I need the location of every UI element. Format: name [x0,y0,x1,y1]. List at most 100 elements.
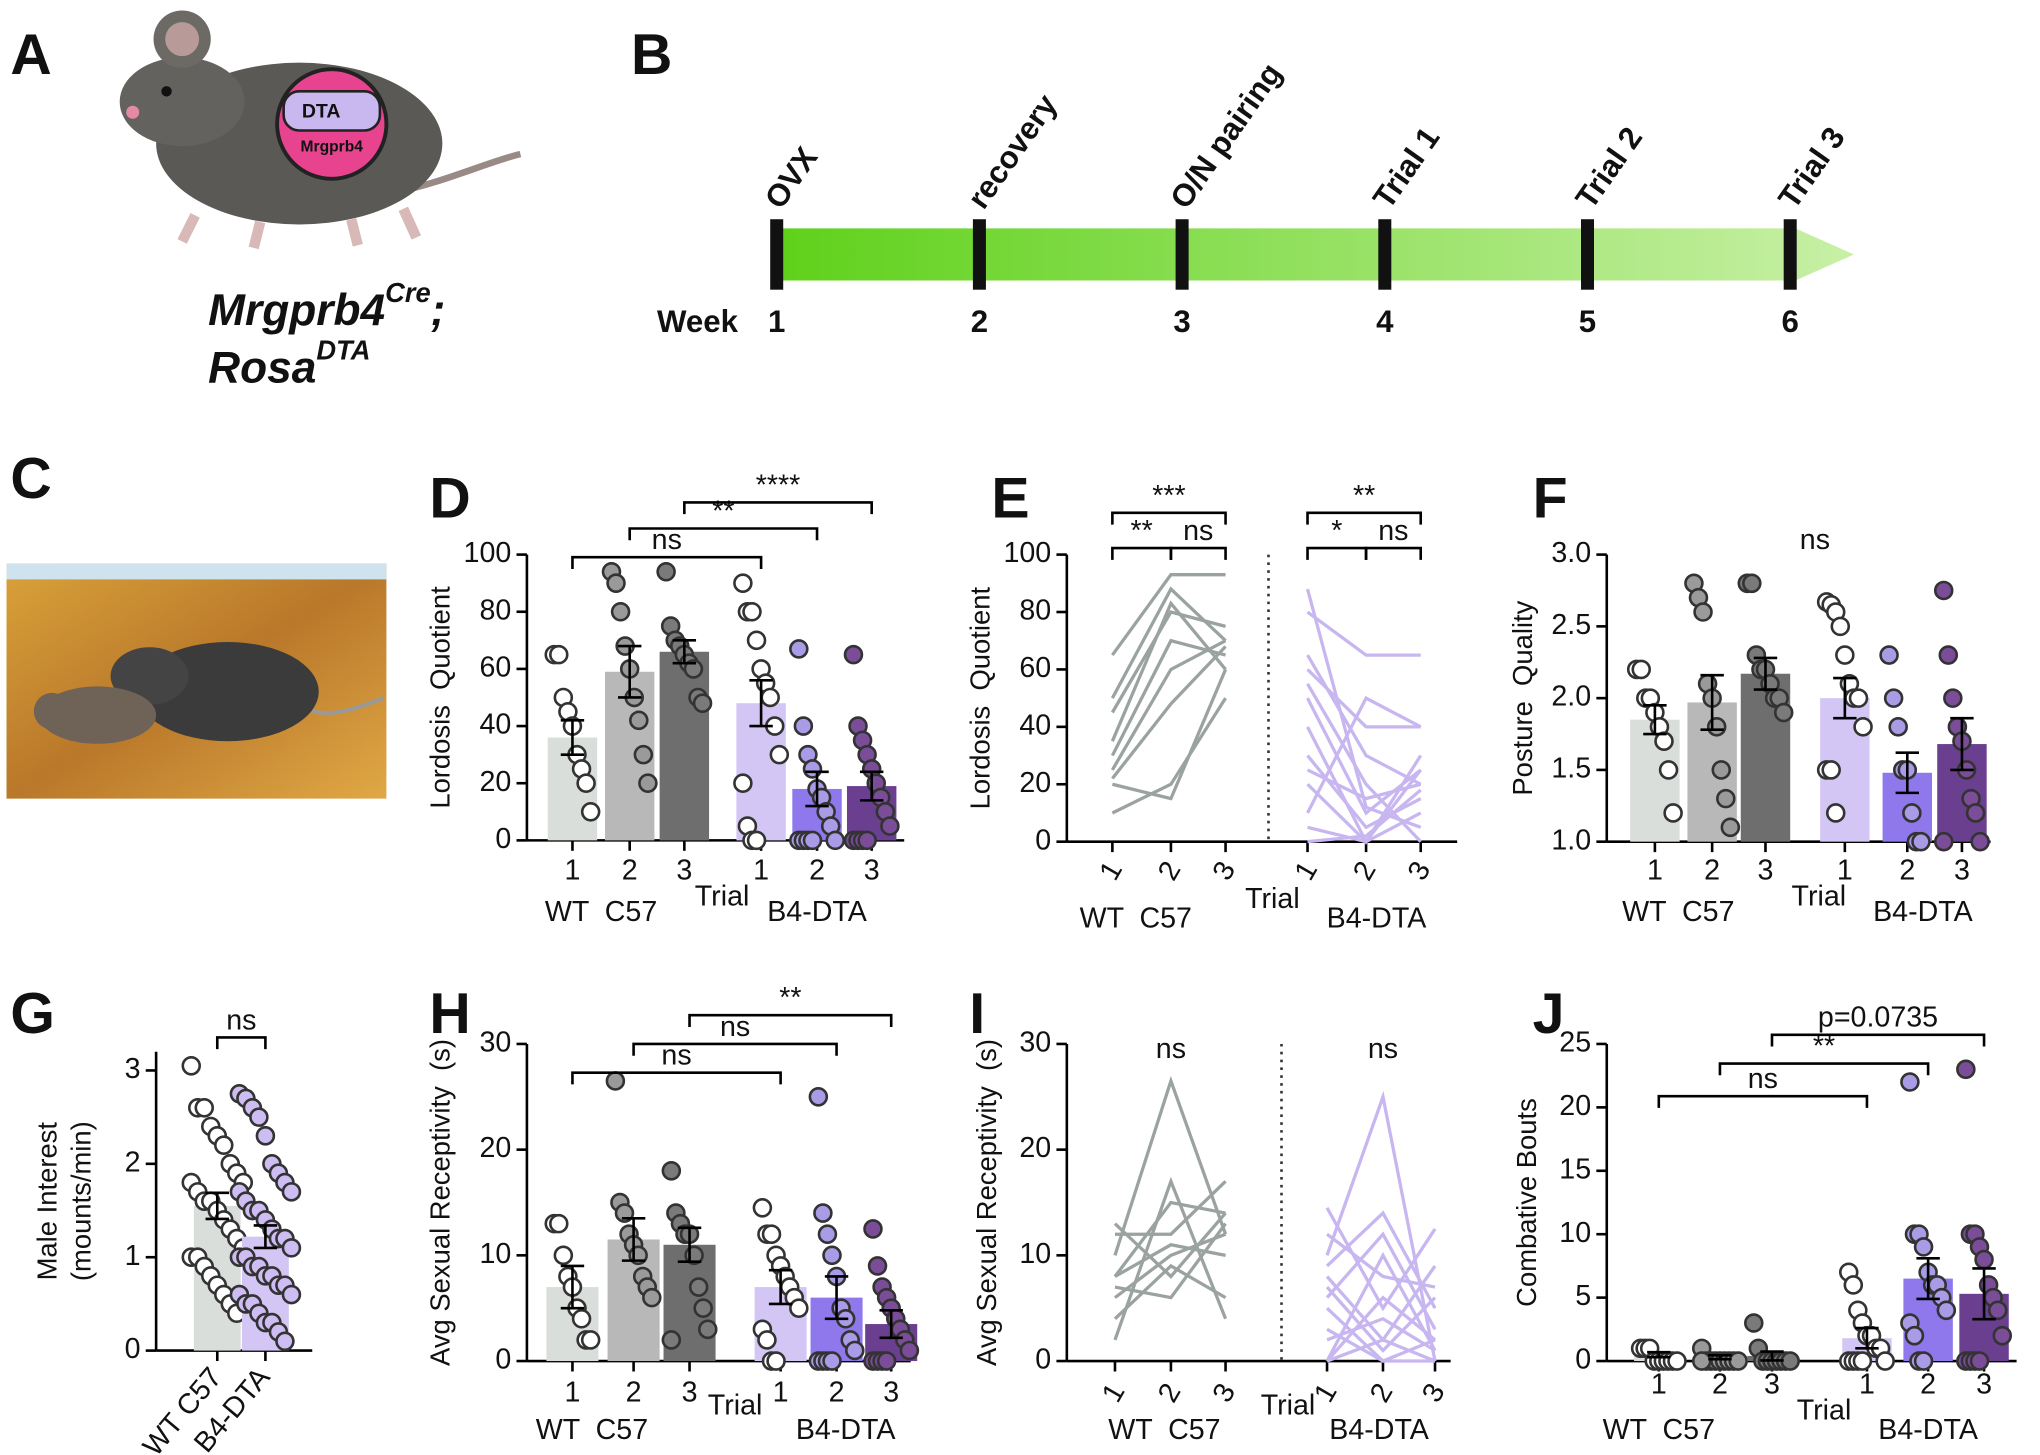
significance-bracket [571,1071,782,1085]
y-tick-label: 2 [125,1146,141,1178]
y-tick-label: 0 [1035,824,1051,856]
significance-label: ** [1131,515,1153,547]
panel-label: G [10,982,55,1046]
y-tick-label: 1 [125,1240,141,1272]
error-bar [1708,1354,1732,1361]
data-point [576,773,596,794]
data-point [553,1245,574,1266]
mouse-illustration: DTA Mrgprb4 [119,10,522,250]
error-bar [1916,1256,1940,1301]
data-point [281,1238,302,1258]
significance-label: ns [1748,1063,1778,1095]
subject-line [1325,1285,1437,1353]
data-point [802,759,823,779]
group-label: WT C57 [536,1414,648,1446]
trial-label: Trial [695,880,750,912]
data-point [549,1213,569,1234]
y-tick-label: 3 [125,1053,141,1085]
error-bar [560,1264,585,1310]
x-tick-label: 2 [1704,854,1720,886]
data-point [1936,1300,1957,1321]
x-tick-label: 2 [1152,856,1188,886]
timeline-event: O/N pairing [1163,57,1288,215]
group-label: WT C57 [545,896,657,928]
timeline-tick [1378,219,1392,290]
data-point [605,1071,626,1091]
group-label: WT C57 [1108,1414,1220,1446]
error-bar [1760,1350,1784,1362]
trial-label: Trial [1797,1394,1852,1426]
data-point [1658,760,1679,780]
data-point [1825,803,1846,823]
y-tick-label: 3.0 [1551,537,1591,569]
data-point [1913,1237,1934,1257]
x-tick-label: 2 [1152,1378,1188,1408]
subject-line [1110,610,1226,714]
data-point [746,630,767,651]
data-point [760,687,780,708]
error-bar [1895,751,1920,795]
subject-line [1325,1206,1437,1312]
panel-label: H [429,982,470,1046]
subject-line [1113,1176,1228,1341]
significance-bracket [1770,1033,1986,1047]
data-point [194,1098,215,1118]
group-label: B4-DTA [1878,1414,1979,1446]
x-tick-label: 3 [676,854,692,886]
significance-label: ** [1353,480,1375,512]
trial-label: Trial [1792,880,1847,912]
data-point [633,744,654,765]
error-bar [1972,1267,1996,1321]
error-bar [859,770,884,802]
panel-label: A [10,23,51,87]
trial-label: Trial [1245,883,1300,915]
data-point [1879,645,1899,665]
data-point [1888,717,1908,737]
x-tick-label: 1 [753,854,769,886]
y-tick-label: 10 [479,1238,511,1270]
significance-bracket [632,1042,838,1056]
subject-line [1325,1210,1437,1309]
data-point [688,1277,709,1297]
data-point [857,830,877,851]
subject-line [1326,1338,1436,1363]
data-point [1663,803,1683,823]
x-tick-label: 3 [682,1376,698,1408]
panel-label: I [969,982,985,1046]
data-point [789,1298,809,1318]
data-point [867,1256,888,1276]
y-tick-label: 60 [479,651,511,683]
data-point [793,716,814,736]
data-point [1691,1351,1712,1371]
y-tick-label: 60 [1019,652,1051,684]
significance-label: **** [756,469,801,501]
error-bar [677,1226,702,1263]
x-tick-label: 2 [626,1376,642,1408]
error-bar [1647,1350,1671,1359]
significance-bracket [1718,1062,1930,1076]
timeline-axis-label: Week [657,304,739,339]
subject-line [1114,1180,1227,1236]
data-point [1992,1325,2013,1346]
x-tick-label: 2 [1364,1378,1400,1408]
genotype: RosaDTA [208,335,370,393]
y-axis-label: Lordosis Quotient [965,587,996,810]
data-point [606,573,626,593]
x-tick-label: 2 [622,854,638,886]
x-tick-label: 3 [1207,1378,1243,1408]
y-axis-label: Lordosis Quotient [425,586,456,809]
group-label: B4-DTA [1329,1414,1430,1446]
timeline-event: recovery [961,87,1065,215]
data-point [610,601,631,622]
error-bar [749,679,773,728]
error-bar [672,639,697,665]
timeline-tick [770,219,784,290]
data-point [1742,573,1762,594]
data-point [549,644,569,665]
y-tick-label: 5 [1575,1280,1591,1312]
data-point [1902,803,1922,823]
